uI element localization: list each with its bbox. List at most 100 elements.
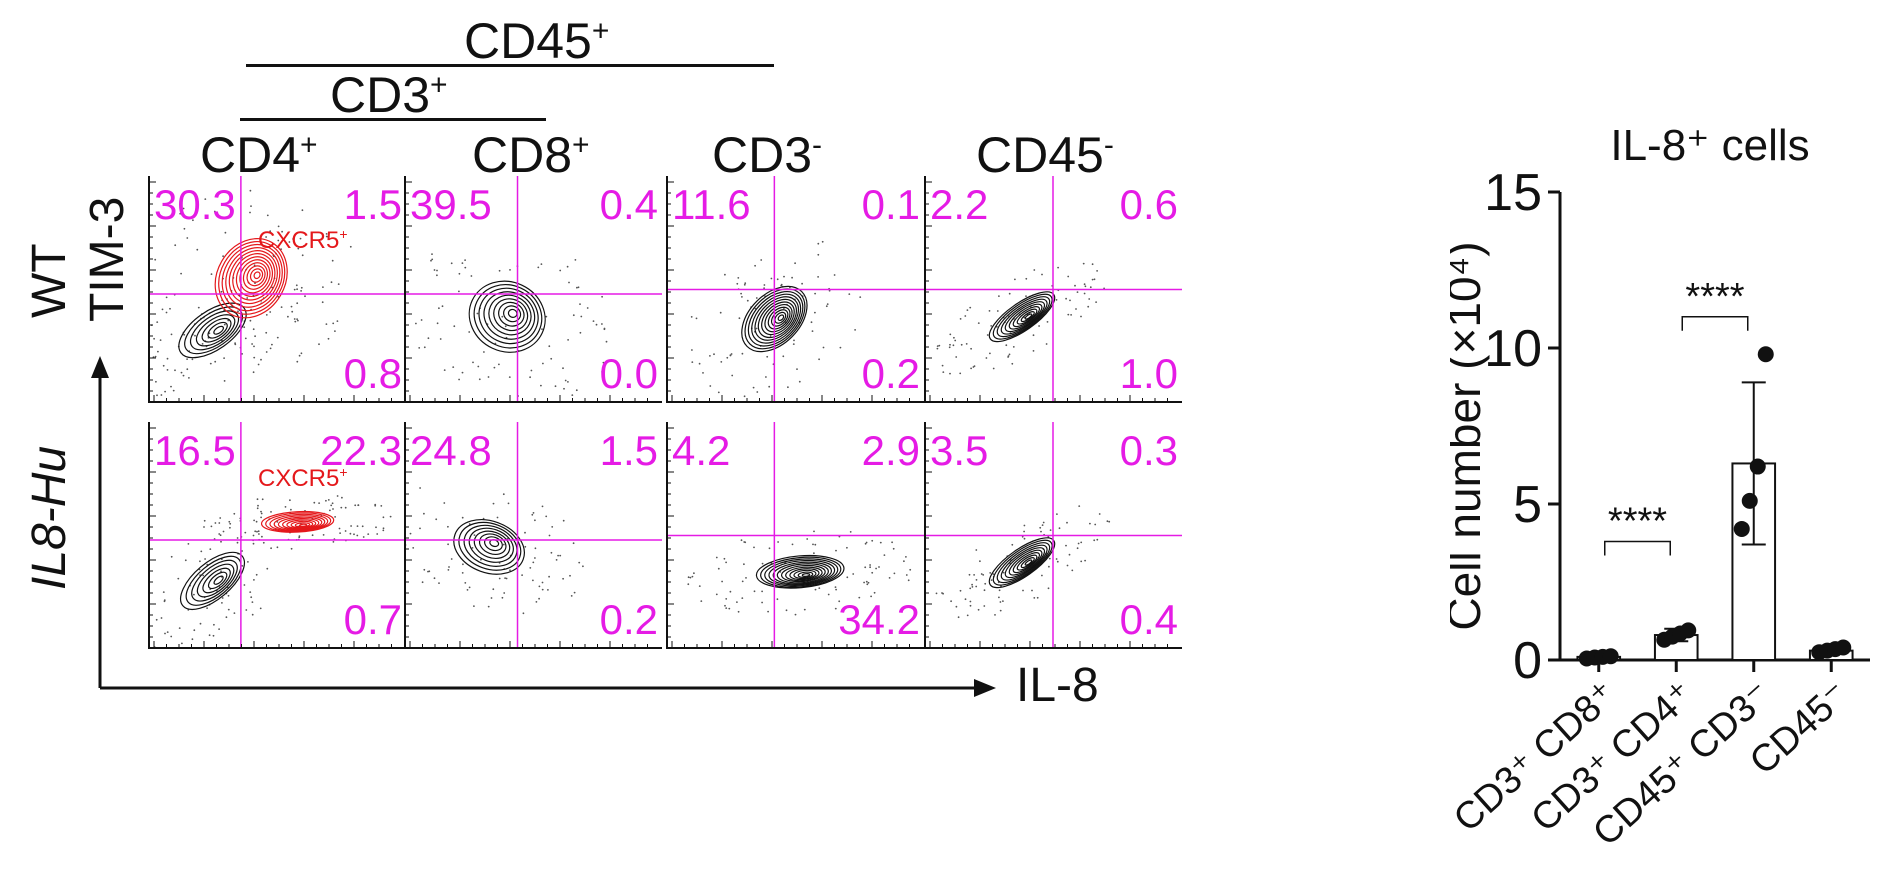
- event-dot: [229, 208, 232, 210]
- event-dot: [214, 360, 217, 363]
- contour-line: [468, 280, 546, 353]
- event-dot: [1008, 292, 1011, 295]
- event-dot: [986, 334, 989, 336]
- event-dot: [243, 584, 246, 586]
- event-dot: [695, 317, 698, 320]
- contour-line: [178, 302, 247, 359]
- event-dot: [972, 366, 975, 368]
- event-dot: [752, 386, 755, 389]
- event-dot: [1056, 560, 1059, 563]
- event-dot: [461, 262, 464, 264]
- event-dot: [154, 355, 157, 358]
- event-dot: [322, 286, 324, 288]
- event-dot: [1070, 314, 1072, 316]
- event-dot: [938, 344, 941, 347]
- event-dot: [563, 387, 565, 390]
- header-cd3: CD3+: [330, 67, 448, 123]
- bar-cd3: [240, 118, 546, 121]
- event-dot: [169, 307, 171, 310]
- event-dot: [744, 282, 747, 285]
- contour-line: [1024, 559, 1033, 566]
- event-dot: [204, 558, 206, 560]
- event-dot: [550, 551, 553, 554]
- event-dot: [761, 601, 763, 604]
- event-dot: [331, 259, 334, 262]
- event-dot: [998, 295, 1000, 297]
- quadrant-lr: 1.0: [1119, 350, 1178, 397]
- event-dot: [982, 574, 985, 576]
- quadrant-lr: 0.0: [599, 350, 658, 397]
- quadrant-ur: 1.5: [343, 181, 402, 228]
- event-dot: [693, 572, 695, 575]
- event-dot: [524, 545, 527, 548]
- event-dot: [340, 506, 343, 509]
- event-dot: [1066, 521, 1068, 524]
- header-cd4: CD4+: [200, 127, 318, 183]
- event-dot: [992, 367, 995, 370]
- event-dot: [192, 219, 194, 222]
- event-dot: [817, 276, 819, 278]
- event-dot: [435, 518, 438, 521]
- event-dot: [875, 567, 877, 570]
- event-dot: [280, 306, 283, 308]
- event-dot: [1055, 558, 1058, 560]
- event-dot: [736, 282, 739, 285]
- event-dot: [863, 581, 865, 584]
- flow-plot-axes: [924, 422, 1182, 649]
- event-dot: [709, 355, 711, 357]
- quadrant-ul: 24.8: [410, 427, 492, 474]
- event-dot: [888, 577, 891, 579]
- event-dot: [1008, 353, 1011, 356]
- event-dot: [356, 525, 359, 527]
- event-dot: [241, 550, 243, 552]
- event-dot: [233, 612, 236, 614]
- event-dot: [262, 541, 265, 544]
- event-dot: [550, 357, 553, 360]
- event-dot: [540, 384, 542, 387]
- header-cd45: CD45+: [464, 13, 610, 69]
- event-dot: [349, 532, 352, 535]
- event-dot: [835, 549, 837, 552]
- quadrant-ul: 11.6: [672, 181, 751, 228]
- event-dot: [969, 604, 972, 607]
- event-dot: [1025, 295, 1027, 297]
- event-dot: [251, 613, 254, 616]
- event-dot: [813, 552, 815, 555]
- event-dot: [743, 395, 746, 398]
- quadrant-ul: 30.3: [154, 181, 236, 228]
- event-dot: [859, 296, 862, 298]
- event-dot: [1091, 263, 1094, 266]
- event-dot: [700, 600, 703, 602]
- event-dot: [194, 334, 196, 337]
- event-dot: [362, 536, 365, 538]
- event-dot: [166, 357, 169, 360]
- event-dot: [228, 520, 231, 523]
- event-dot: [803, 608, 806, 611]
- event-dot: [756, 391, 759, 393]
- contour-line: [246, 265, 266, 287]
- event-dot: [325, 235, 328, 238]
- event-dot: [573, 591, 576, 594]
- event-dot: [873, 591, 876, 594]
- event-dot: [220, 290, 223, 293]
- event-dot: [162, 591, 165, 593]
- event-dot: [471, 547, 474, 549]
- event-dot: [382, 529, 385, 532]
- event-dot: [754, 264, 756, 267]
- event-dot: [186, 237, 189, 239]
- event-dot: [243, 326, 246, 329]
- event-dot: [953, 336, 955, 339]
- event-dot: [438, 307, 440, 310]
- event-dot: [864, 566, 867, 569]
- event-dot: [163, 600, 166, 603]
- event-dot: [603, 327, 606, 330]
- event-dot: [796, 368, 798, 370]
- event-dot: [257, 504, 259, 507]
- event-dot: [427, 570, 429, 573]
- event-dot: [433, 577, 436, 580]
- contour-line: [757, 298, 797, 339]
- event-dot: [577, 286, 580, 289]
- contour-line: [780, 564, 826, 583]
- event-dot: [1012, 346, 1015, 348]
